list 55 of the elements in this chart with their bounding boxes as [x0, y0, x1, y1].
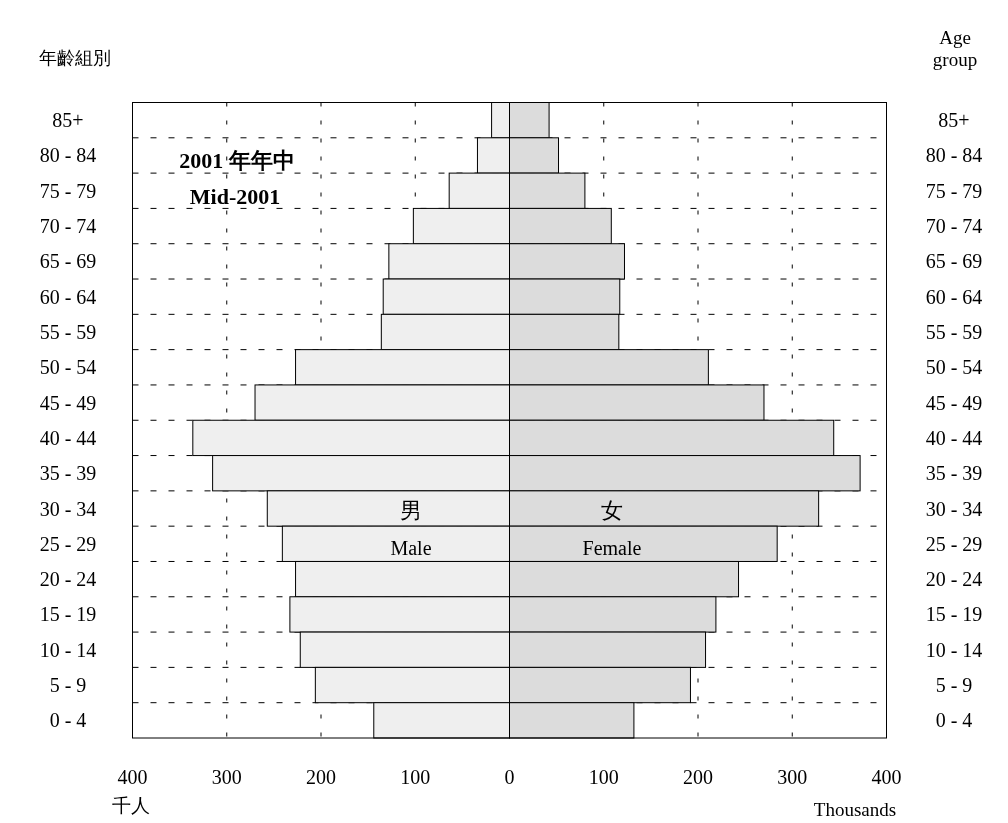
- y-tick-label: 30 - 34: [39, 497, 97, 520]
- category-label: 35 - 39: [925, 462, 983, 485]
- category-label: 75 - 79: [925, 179, 983, 202]
- y-tick-label: 20 - 24: [39, 568, 97, 591]
- y-tick-label: 65 - 69: [39, 250, 97, 273]
- x-axis-title: 千人: [112, 795, 150, 816]
- x-tick-label: 100: [400, 766, 431, 788]
- y-tick-label: 40 - 44: [39, 426, 97, 449]
- y-tick-label: 75 - 79: [39, 179, 97, 202]
- x-tick-label: 400: [871, 766, 902, 788]
- y-tick-label: 35 - 39: [39, 462, 97, 485]
- annotation: Female: [582, 537, 642, 559]
- category-label: 0 - 4: [935, 709, 973, 732]
- y-tick-label: 10 - 14: [39, 638, 97, 661]
- category-label: 65 - 69: [925, 250, 983, 273]
- category-label: 5 - 9: [935, 674, 973, 697]
- category-label: 80 - 84: [925, 144, 983, 167]
- text: Thousands: [813, 799, 897, 820]
- y-tick-label: 55 - 59: [39, 320, 97, 343]
- y-tick-label: 5 - 9: [49, 674, 87, 697]
- category-label: 70 - 74: [925, 215, 983, 238]
- category-label: 25 - 29: [925, 532, 983, 555]
- y-tick-label: 80 - 84: [39, 144, 97, 167]
- category-label: 60 - 64: [925, 285, 983, 308]
- category-label: 55 - 59: [925, 320, 983, 343]
- y-tick-label: 50 - 54: [39, 356, 97, 379]
- y-axis-title: 年齡組別: [39, 48, 111, 68]
- y2-axis-title: Age group: [932, 27, 978, 70]
- category-label: 10 - 14: [925, 638, 983, 661]
- x-tick-label: 300: [211, 766, 242, 788]
- category-label: 40 - 44: [925, 426, 983, 449]
- y-tick-label: 60 - 64: [39, 285, 97, 308]
- text: 2001 年年中: [179, 148, 295, 173]
- x-tick-label: 100: [588, 766, 619, 788]
- category-label: 85+: [938, 109, 970, 132]
- category-label: 20 - 24: [925, 568, 983, 591]
- x-tick-label: 0: [504, 766, 515, 788]
- y-tick-label: 0 - 4: [49, 709, 87, 732]
- x-tick-label: 200: [306, 766, 336, 788]
- y-tick-label: 25 - 29: [39, 532, 97, 555]
- annotation: Male: [390, 537, 432, 559]
- y-tick-label: 85+: [52, 109, 84, 132]
- x-tick-label: 400: [117, 766, 148, 788]
- annotation: 女: [601, 498, 623, 523]
- category-label: 45 - 49: [925, 391, 983, 414]
- x-tick-label: 200: [683, 766, 713, 788]
- y-tick-label: 15 - 19: [39, 603, 97, 626]
- y-tick-label: 70 - 74: [39, 215, 97, 238]
- category-label: 15 - 19: [925, 603, 983, 626]
- y-tick-label: 45 - 49: [39, 391, 97, 414]
- annotation: 男: [400, 498, 422, 523]
- x-tick-label: 300: [777, 766, 808, 788]
- text: Mid-2001: [189, 184, 281, 209]
- category-label: 50 - 54: [925, 356, 983, 379]
- category-label: 30 - 34: [925, 497, 983, 520]
